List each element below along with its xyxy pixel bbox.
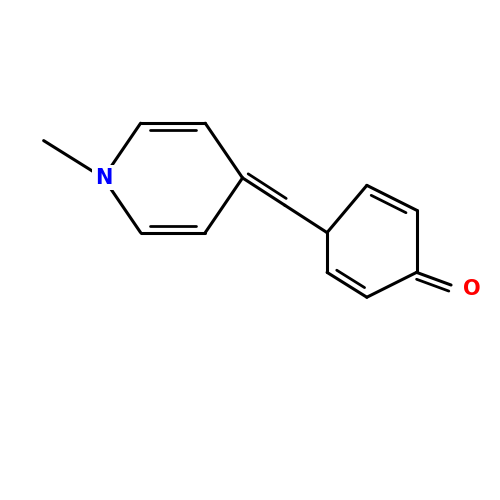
- Text: O: O: [464, 279, 481, 299]
- Text: N: N: [94, 168, 112, 188]
